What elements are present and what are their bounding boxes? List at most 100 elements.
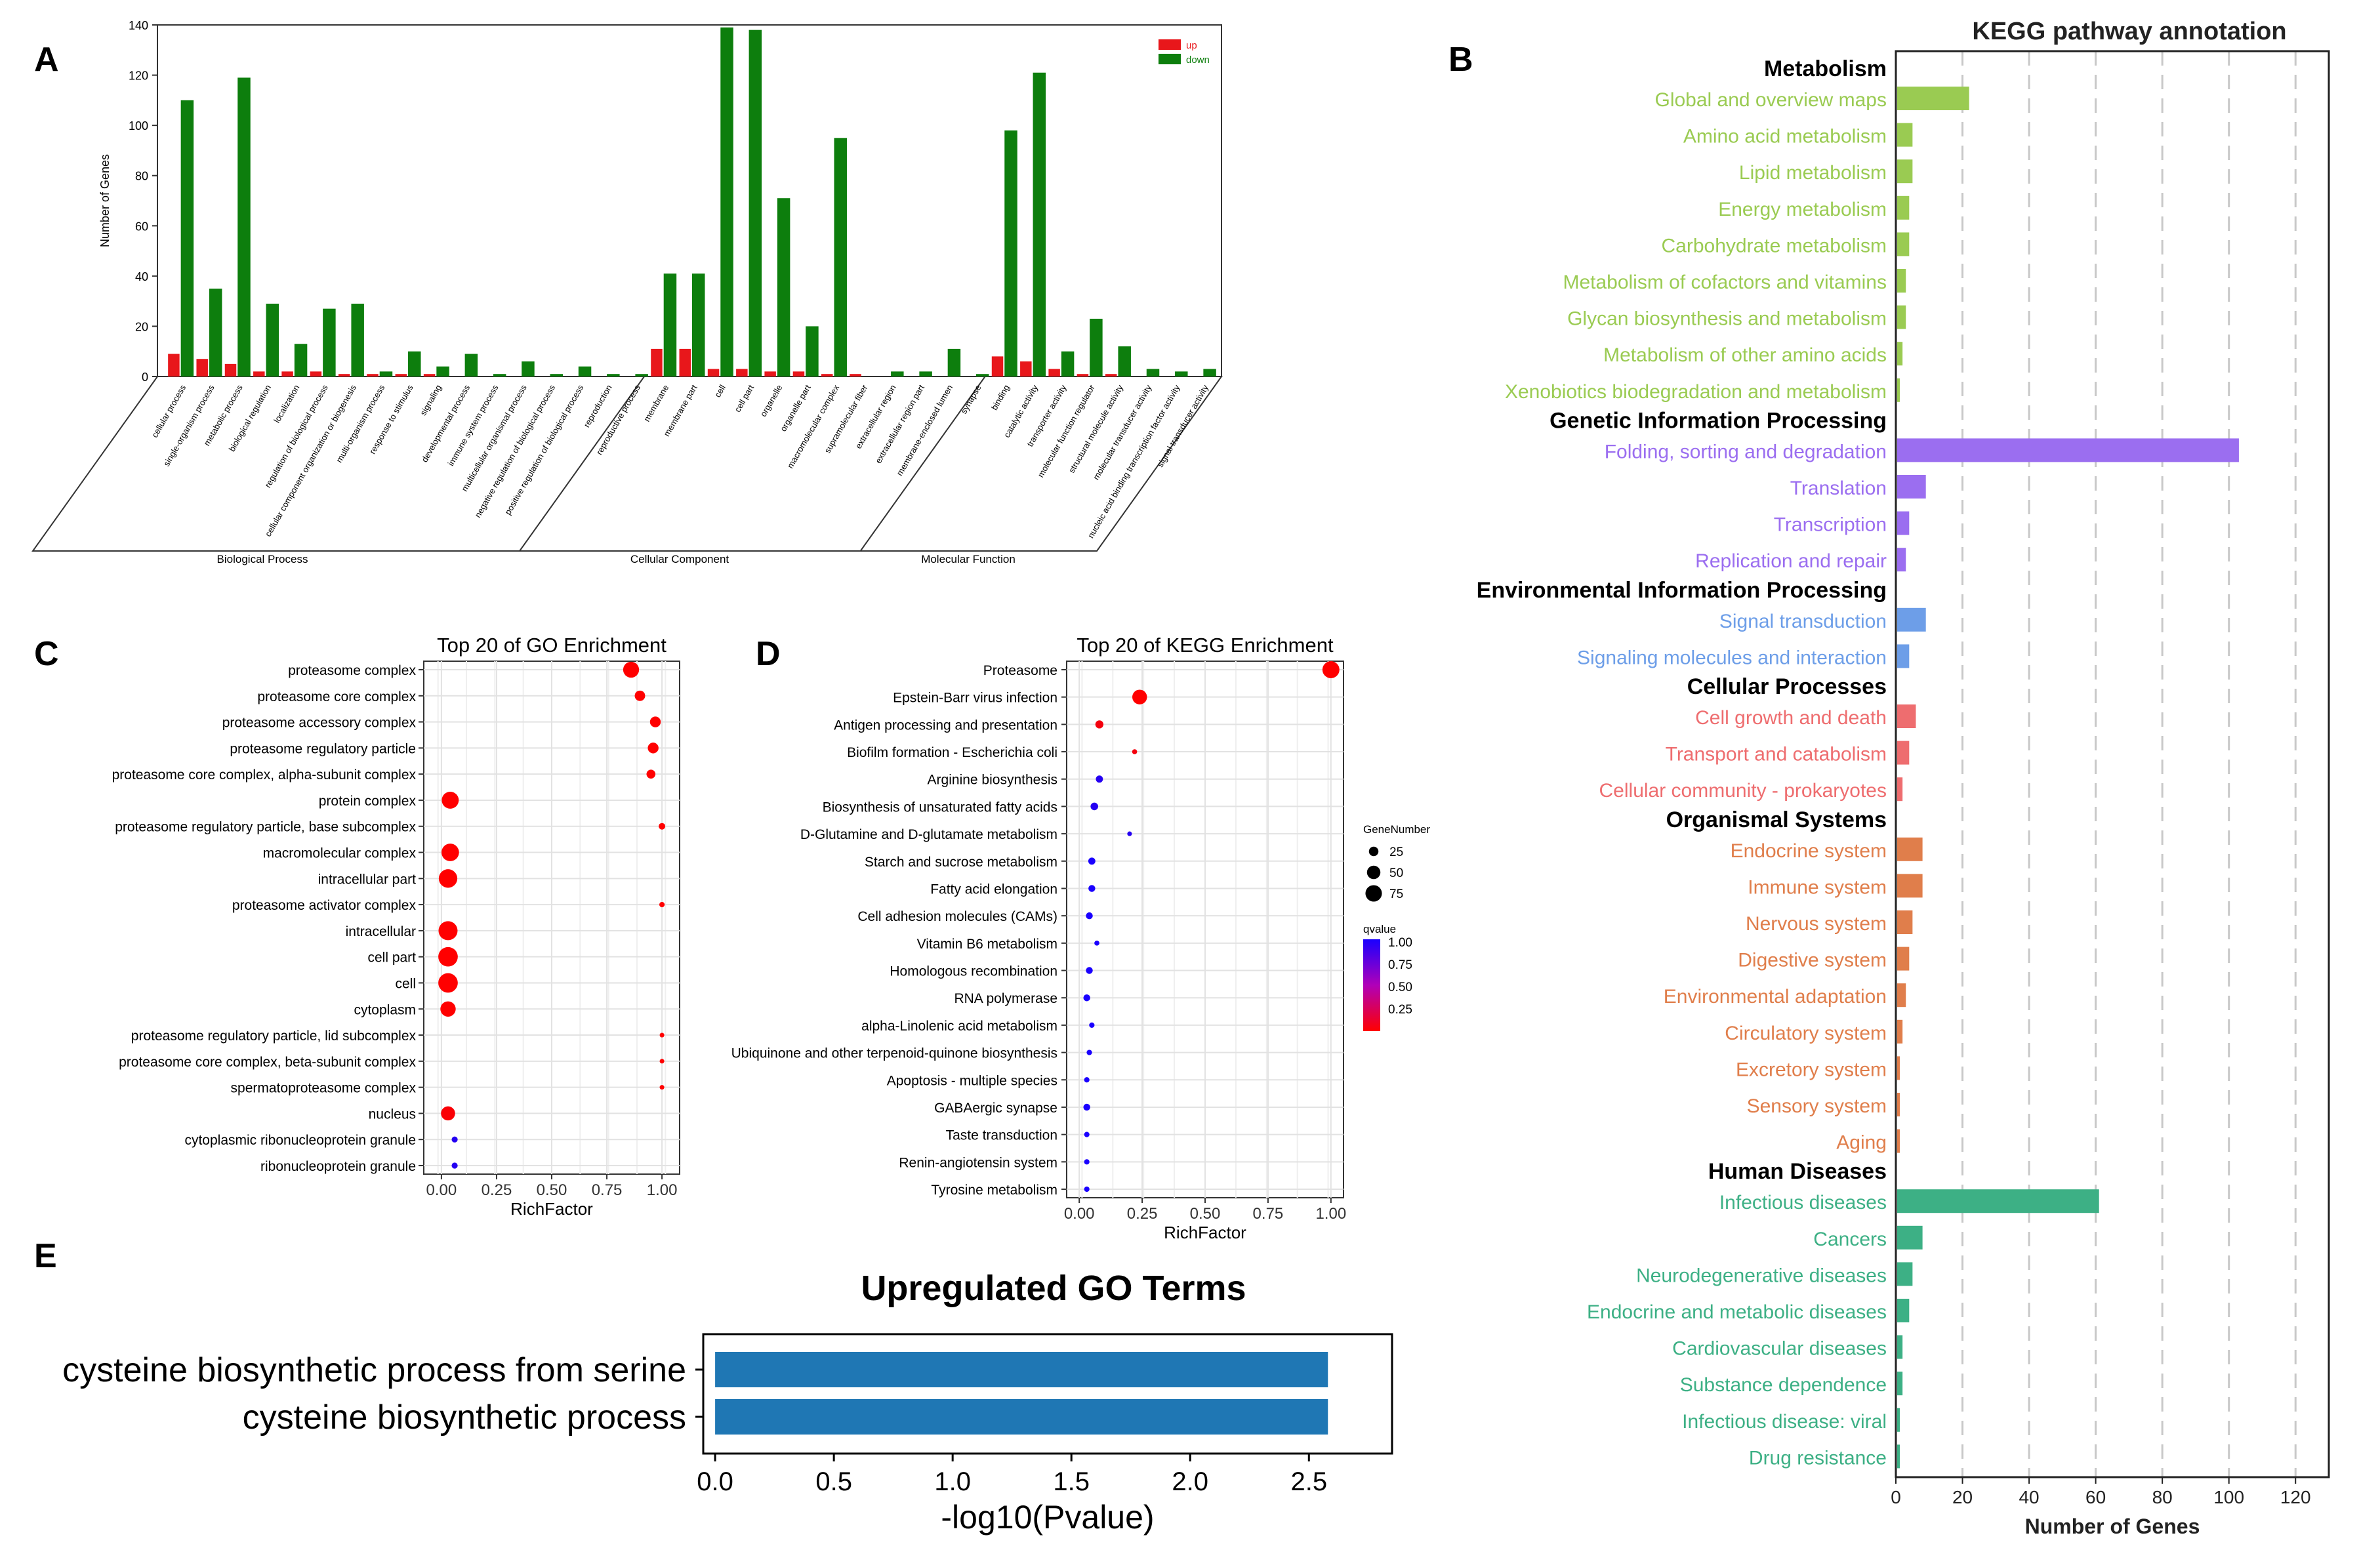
- pathway-bar: [1897, 195, 1910, 220]
- size-legend-label: 25: [1389, 845, 1403, 859]
- pathway-bar: [1897, 607, 1926, 632]
- bar-down: [493, 374, 506, 377]
- bar-up: [423, 374, 436, 377]
- color-legend-title: qvalue: [1363, 923, 1396, 935]
- category-label: synapse: [958, 383, 983, 415]
- term-label: Vitamin B6 metabolism: [917, 937, 1057, 952]
- pathway-bar: [1897, 269, 1906, 293]
- y-tick-label: 20: [135, 320, 148, 333]
- term-label: Fatty acid elongation: [930, 882, 1057, 897]
- bar-up: [253, 371, 265, 377]
- bar-down: [834, 138, 847, 377]
- bar-down: [919, 371, 932, 377]
- bar-down: [1033, 72, 1046, 377]
- category-label: cell part: [732, 383, 756, 414]
- pathway-bar: [1897, 438, 2239, 462]
- enrichment-dot: [441, 1106, 455, 1121]
- pathway-bar: [1897, 1335, 1903, 1359]
- term-label: proteasome complex: [288, 663, 416, 678]
- group-label: Cellular Component: [630, 553, 729, 565]
- pathway-label: Metabolism of cofactors and vitamins: [1563, 272, 1887, 293]
- size-legend-label: 75: [1389, 887, 1403, 901]
- bar-down: [294, 344, 308, 377]
- bar-down: [464, 354, 478, 377]
- bar-down: [408, 351, 421, 377]
- term-label: spermatoproteasome complex: [231, 1081, 417, 1096]
- term-label: nucleus: [369, 1107, 416, 1122]
- pathway-label: Environmental adaptation: [1664, 986, 1887, 1008]
- group-divider: [859, 376, 986, 552]
- bar-up: [1105, 374, 1117, 377]
- bar-down: [237, 77, 251, 377]
- enrichment-dot: [1084, 1186, 1090, 1192]
- pathway-bar: [1897, 1019, 1903, 1044]
- pathway-bar: [1897, 548, 1906, 572]
- pathway-bar: [1897, 123, 1913, 147]
- enrichment-dot: [659, 1059, 665, 1064]
- term-label: macromolecular complex: [263, 846, 417, 861]
- category-label: structural molecule activity: [1067, 383, 1125, 475]
- bar-up: [707, 369, 720, 377]
- enrichment-dot: [1089, 1022, 1095, 1028]
- enrichment-dot: [1322, 661, 1340, 678]
- go-term-label: cysteine biosynthetic process from serin…: [62, 1351, 686, 1389]
- x-tick-label: 20: [1952, 1487, 1973, 1507]
- enrichment-dot: [438, 869, 458, 888]
- x-tick-label: 0.75: [1253, 1205, 1284, 1223]
- bar-up: [764, 371, 776, 377]
- enrichment-dot: [451, 1162, 458, 1169]
- qvalue-colorbar: [1363, 939, 1380, 1031]
- pathway-bar: [1897, 511, 1910, 535]
- term-label: Arginine biosynthesis: [928, 773, 1057, 788]
- term-label: Proteasome: [983, 663, 1057, 678]
- enrichment-dot: [440, 1001, 456, 1017]
- enrichment-dot: [441, 791, 459, 809]
- legend-swatch-down: [1159, 54, 1181, 64]
- x-tick-label: 80: [2152, 1487, 2173, 1507]
- x-tick-label: 0.25: [1127, 1205, 1158, 1223]
- term-label: proteasome regulatory particle, base sub…: [115, 820, 416, 835]
- enrichment-dot: [659, 902, 665, 908]
- y-tick-label: 120: [129, 70, 148, 83]
- pathway-bar: [1897, 1262, 1913, 1286]
- bar-down: [663, 274, 677, 377]
- pathway-bar: [1897, 1093, 1900, 1116]
- term-label: protein complex: [319, 794, 417, 809]
- bar-down: [436, 366, 449, 377]
- x-tick-label: 2.5: [1290, 1467, 1327, 1496]
- term-label: Tyrosine metabolism: [931, 1183, 1057, 1198]
- pathway-label: Transport and catabolism: [1666, 744, 1887, 765]
- enrichment-dot: [634, 690, 646, 701]
- pathway-label: Carbohydrate metabolism: [1662, 235, 1887, 256]
- x-tick-label: 100: [2213, 1487, 2244, 1507]
- category-label: molecular transducer activity: [1091, 383, 1154, 482]
- bar-down: [351, 303, 364, 377]
- enrichment-dot: [659, 823, 666, 830]
- enrichment-dot: [438, 921, 458, 941]
- pathway-bar: [1897, 475, 1926, 499]
- bar-up: [679, 348, 691, 377]
- y-axis-label: Number of Genes: [98, 154, 112, 247]
- pathway-label: Neurodegenerative diseases: [1636, 1265, 1887, 1286]
- enrichment-dot: [1095, 720, 1104, 729]
- pathway-label: Endocrine and metabolic diseases: [1587, 1301, 1887, 1323]
- panel-label-d: D: [756, 635, 781, 673]
- pathway-label: Lipid metabolism: [1739, 162, 1887, 184]
- chart-title: Top 20 of KEGG Enrichment: [1077, 634, 1334, 657]
- x-tick-label: 1.00: [1315, 1205, 1346, 1223]
- pathway-label: Aging: [1836, 1132, 1887, 1154]
- enrichment-dot: [647, 743, 659, 754]
- bar-up: [338, 374, 350, 377]
- pathway-bar: [1897, 378, 1900, 402]
- term-label: cytoplasm: [354, 1002, 416, 1017]
- pathway-bar: [1897, 983, 1906, 1008]
- term-label: cell part: [367, 950, 416, 966]
- pathway-bar: [1897, 305, 1906, 329]
- term-label: GABAergic synapse: [934, 1101, 1057, 1116]
- y-tick-label: 0: [142, 371, 148, 384]
- term-label: proteasome regulatory particle: [230, 741, 416, 756]
- term-label: Epstein-Barr virus infection: [893, 691, 1057, 706]
- pathway-label: Transcription: [1774, 514, 1887, 536]
